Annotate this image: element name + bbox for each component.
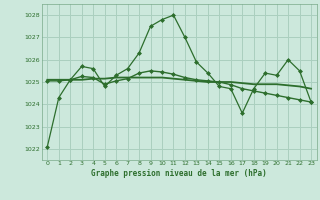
X-axis label: Graphe pression niveau de la mer (hPa): Graphe pression niveau de la mer (hPa) — [91, 169, 267, 178]
